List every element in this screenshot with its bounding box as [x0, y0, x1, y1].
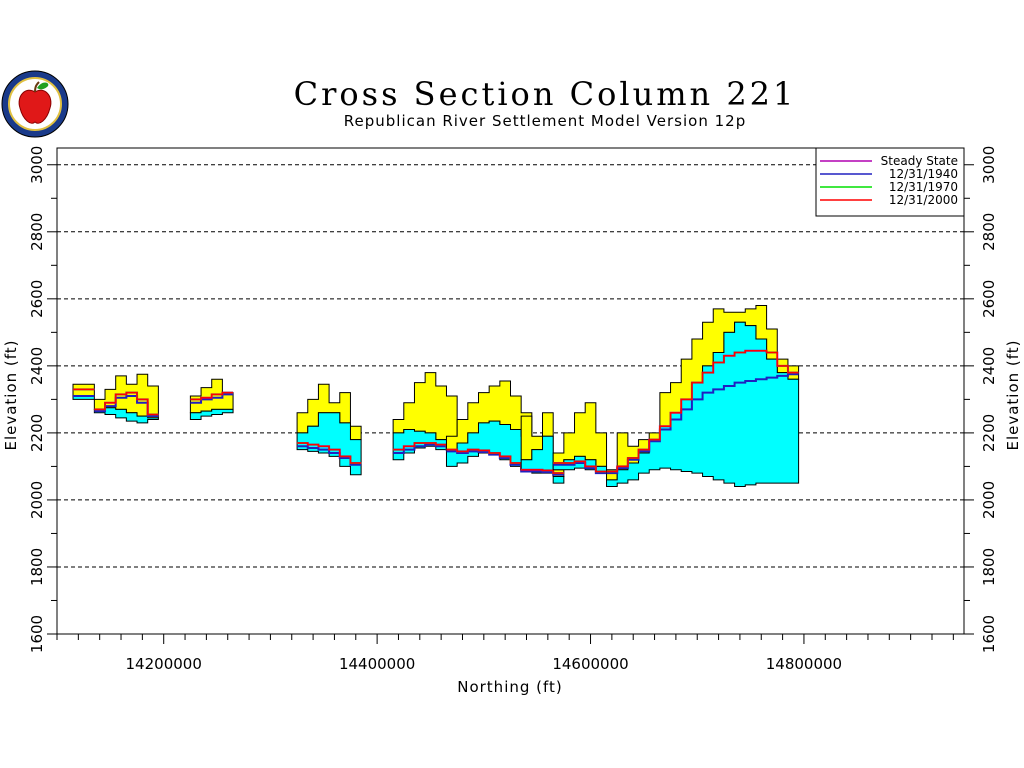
data-layer: [72, 305, 800, 488]
aquifer-band: [93, 407, 159, 424]
y-tick-label-right: 2200: [980, 414, 998, 452]
water-level-2000: [297, 442, 362, 464]
legend-entry: Steady State: [881, 154, 958, 168]
x-tick-label: 14800000: [766, 655, 842, 673]
axes: 1600 1600 1800 1800 2000 2000 2200 2200 2400 2400…: [28, 146, 998, 673]
chart-subtitle: Republican River Settlement Model Versio…: [344, 112, 746, 130]
legend-box: [815, 147, 965, 217]
y-tick-label-left: 2600: [28, 280, 46, 318]
y-tick-label-left: 2200: [28, 414, 46, 452]
water-level-2000: [446, 448, 532, 471]
y-tick-label-right: 1600: [980, 615, 998, 653]
legend-entry: 12/31/1970: [889, 180, 958, 194]
water-level-2000: [553, 460, 607, 473]
y-tick-label-right: 2800: [980, 213, 998, 251]
legend-entry: 12/31/2000: [889, 193, 958, 207]
chart-title: Cross Section Column 221: [294, 75, 797, 113]
water-level-2000: [606, 350, 799, 473]
water-level-1940: [521, 470, 564, 476]
legend-entry: 12/31/1940: [889, 167, 958, 181]
y-tick-label-right: 2600: [980, 280, 998, 318]
plot-frame: [56, 147, 965, 635]
y-tick-label-left: 2400: [28, 347, 46, 385]
aquifer-band: [296, 412, 362, 476]
y-tick-label-left: 3000: [28, 146, 46, 184]
legend: Steady State12/31/194012/31/197012/31/20…: [815, 147, 965, 217]
water-level-2000: [190, 391, 234, 401]
aquifer-band: [189, 408, 234, 420]
y-axis-label: Elevation (ft): [2, 339, 20, 450]
x-tick-label: 14200000: [126, 655, 202, 673]
water-level-2000: [521, 469, 564, 474]
x-tick-label: 14400000: [339, 655, 415, 673]
y-tick-label-left: 2800: [28, 213, 46, 251]
y-axis-label-right: Elevation (ft): [1004, 339, 1022, 450]
y-tick-label-left: 2000: [28, 481, 46, 519]
y-tick-label-right: 1800: [980, 548, 998, 586]
x-axis-label: Northing (ft): [457, 678, 563, 696]
y-tick-label-right: 2000: [980, 481, 998, 519]
y-tick-label-right: 2400: [980, 347, 998, 385]
y-tick-label-left: 1800: [28, 548, 46, 586]
y-tick-label-right: 3000: [980, 146, 998, 184]
water-level-2000: [94, 391, 159, 416]
x-tick-label: 14600000: [552, 655, 628, 673]
y-tick-label-left: 1600: [28, 615, 46, 653]
apple-seal-logo: [1, 70, 69, 138]
